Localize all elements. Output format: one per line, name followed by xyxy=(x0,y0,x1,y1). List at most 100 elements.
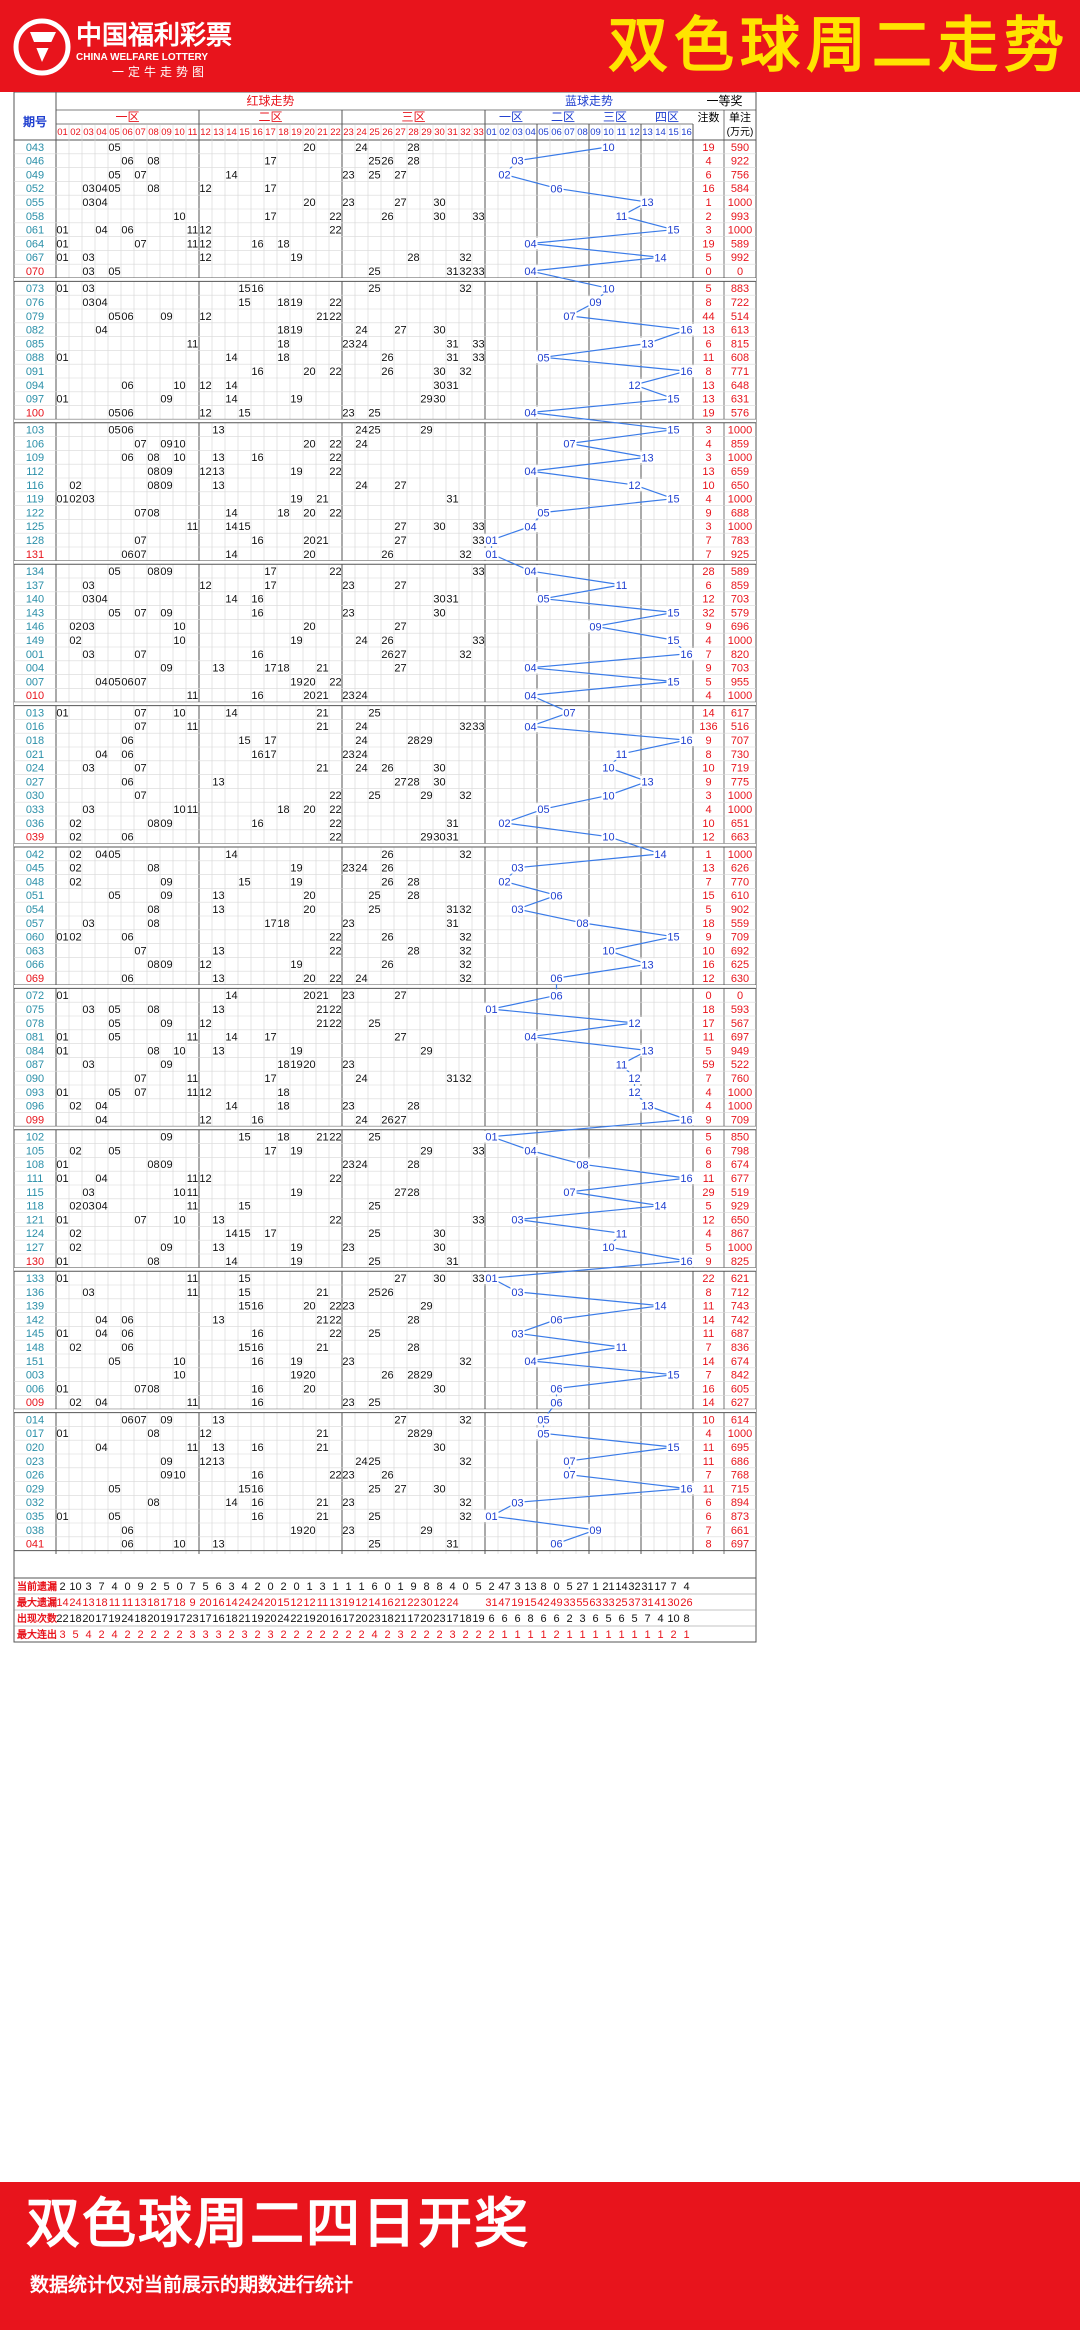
red-ball: 21 xyxy=(316,311,328,323)
red-ball: 21 xyxy=(316,721,328,733)
red-ball: 15 xyxy=(238,1273,250,1285)
red-ball: 02 xyxy=(69,1228,81,1240)
red-ball: 05 xyxy=(108,183,120,195)
red-ball: 17 xyxy=(264,663,276,675)
red-ball: 31 xyxy=(446,352,458,364)
blue-ball-bg xyxy=(549,989,564,1002)
red-ball: 13 xyxy=(212,776,224,788)
prize-value: 696 xyxy=(731,621,749,633)
blue-ball: 05 xyxy=(537,1428,549,1440)
blue-ball: 03 xyxy=(511,1287,523,1299)
prize-value: 567 xyxy=(731,1018,749,1030)
red-ball: 20 xyxy=(303,690,315,702)
red-ball: 12 xyxy=(199,1087,211,1099)
red-ball: 05 xyxy=(108,142,120,154)
logo-cn-text: 中国福利彩票 xyxy=(76,20,232,50)
red-number-header: 14 xyxy=(226,127,237,138)
blue-ball: 16 xyxy=(680,1173,692,1185)
blue-ball: 03 xyxy=(511,1328,523,1340)
period-label: 033 xyxy=(26,804,44,816)
blue-ball-bg xyxy=(679,1113,694,1126)
red-ball: 14 xyxy=(225,1256,237,1268)
red-ball: 32 xyxy=(459,849,471,861)
bets-value: 7 xyxy=(705,1470,711,1482)
red-ball: 29 xyxy=(420,1428,432,1440)
blue-ball-bg xyxy=(562,1468,577,1481)
red-ball: 30 xyxy=(433,832,445,844)
blue-ball: 04 xyxy=(524,1032,536,1044)
red-ball: 25 xyxy=(368,1228,380,1240)
red-ball: 02 xyxy=(69,1101,81,1113)
blue-ball: 14 xyxy=(654,849,666,861)
stat-blue-value: 42 xyxy=(537,1597,549,1609)
red-ball: 33 xyxy=(472,635,484,647)
period-label: 140 xyxy=(26,594,44,606)
red-ball: 01 xyxy=(56,352,68,364)
period-label: 021 xyxy=(26,749,44,761)
period-label: 085 xyxy=(26,338,44,350)
bets-value: 3 xyxy=(705,521,711,533)
bets-value: 28 xyxy=(702,566,714,578)
red-ball: 24 xyxy=(355,763,367,775)
red-ball: 29 xyxy=(420,1525,432,1537)
period-label: 032 xyxy=(26,1497,44,1509)
red-ball: 20 xyxy=(303,1059,315,1071)
red-ball: 28 xyxy=(407,890,419,902)
period-label: 048 xyxy=(26,876,44,888)
blue-ball: 05 xyxy=(537,804,549,816)
red-ball: 30 xyxy=(433,763,445,775)
blue-ball: 12 xyxy=(628,1073,640,1085)
header-red-zone-3: 三区 xyxy=(401,110,425,124)
red-ball: 10 xyxy=(173,1045,185,1057)
bets-value: 16 xyxy=(702,183,714,195)
blue-ball: 11 xyxy=(616,211,627,223)
blue-ball-bg xyxy=(510,1496,525,1509)
blue-ball-bg xyxy=(666,1441,681,1454)
stat-blue-value: 1 xyxy=(683,1629,689,1641)
blue-ball-bg xyxy=(627,1085,642,1098)
red-ball: 18 xyxy=(277,297,289,309)
red-ball: 05 xyxy=(108,1145,120,1157)
red-ball: 32 xyxy=(459,549,471,561)
prize-value: 730 xyxy=(731,749,749,761)
period-label: 052 xyxy=(26,183,44,195)
prize-value: 516 xyxy=(731,721,749,733)
red-ball: 17 xyxy=(264,580,276,592)
red-ball: 30 xyxy=(433,776,445,788)
period-label: 127 xyxy=(26,1242,44,1254)
stat-red-value: 20 xyxy=(82,1613,94,1625)
blue-ball: 01 xyxy=(485,535,497,547)
red-ball: 26 xyxy=(381,959,393,971)
red-ball: 32 xyxy=(459,1456,471,1468)
period-label: 072 xyxy=(26,990,44,1002)
red-ball: 16 xyxy=(251,366,263,378)
period-label: 122 xyxy=(26,507,44,519)
bets-value: 12 xyxy=(702,832,714,844)
red-ball: 04 xyxy=(95,1101,107,1113)
period-label: 058 xyxy=(26,211,44,223)
stat-blue-value: 2 xyxy=(553,1629,559,1641)
blue-ball-bg xyxy=(679,734,694,747)
red-ball: 02 xyxy=(69,1201,81,1213)
prize-value: 697 xyxy=(731,1032,749,1044)
red-ball: 24 xyxy=(355,1114,367,1126)
blue-ball-bg xyxy=(549,972,564,985)
period-label: 007 xyxy=(26,676,44,688)
red-ball: 13 xyxy=(212,663,224,675)
red-ball: 21 xyxy=(316,990,328,1002)
stat-blue-value: 5 xyxy=(605,1613,611,1625)
blue-ball-bg xyxy=(549,1382,564,1395)
red-ball: 04 xyxy=(95,225,107,237)
red-ball: 12 xyxy=(199,1114,211,1126)
bets-value: 6 xyxy=(705,1497,711,1509)
red-ball: 09 xyxy=(160,1132,172,1144)
blue-ball-bg xyxy=(536,803,551,816)
period-label: 099 xyxy=(26,1114,44,1126)
prize-value: 993 xyxy=(731,211,749,223)
red-number-header: 06 xyxy=(122,127,133,138)
red-ball: 05 xyxy=(108,1004,120,1016)
prize-value: 992 xyxy=(731,252,749,264)
stat-red-value: 1 xyxy=(397,1581,403,1593)
stat-blue-value: 1 xyxy=(579,1629,585,1641)
stat-blue-value: 6 xyxy=(553,1613,559,1625)
